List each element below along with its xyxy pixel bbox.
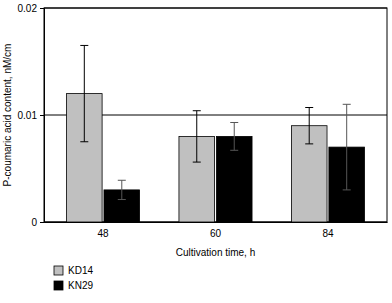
tick-label: 60	[210, 228, 222, 239]
y-axis: 0 0.01 0.02	[18, 3, 45, 228]
tick-mark	[40, 222, 44, 223]
error-bar	[230, 122, 238, 150]
error-bar	[193, 111, 201, 162]
tick: 0.01	[18, 110, 44, 121]
legend-label: KD14	[68, 265, 93, 276]
chart: 0 0.01 0.02 48 60 84 Cultivation time, h P-coum…	[0, 0, 392, 303]
tick: 84	[322, 222, 334, 239]
tick: 0.02	[18, 3, 44, 14]
plot-frame	[44, 8, 387, 222]
tick-mark	[40, 115, 44, 116]
tick-mark	[40, 8, 44, 9]
tick-label: 84	[322, 228, 334, 239]
legend-swatch	[54, 266, 63, 275]
y-axis-line	[40, 9, 45, 223]
error-bar	[80, 45, 88, 141]
tick-label: 48	[97, 228, 109, 239]
legend: KD14 KN29	[54, 265, 93, 291]
legend-item: KD14	[54, 265, 93, 276]
series	[66, 45, 327, 222]
tick-label: 0.01	[18, 110, 38, 121]
error-bar	[305, 108, 313, 144]
y-axis-title: P-coumaric acid content, nM/cm	[2, 44, 13, 187]
tick-label: 0.02	[18, 3, 38, 14]
x-axis: 48 60 84	[45, 222, 388, 239]
series	[104, 104, 365, 222]
x-axis-line	[45, 222, 388, 223]
x-axis-title: Cultivation time, h	[176, 247, 255, 258]
tick: 0	[31, 217, 44, 228]
error-bar	[118, 180, 126, 199]
marks	[66, 45, 364, 222]
tick-label: 0	[31, 217, 37, 228]
tick: 60	[210, 222, 222, 239]
legend-label: KN29	[68, 280, 93, 291]
grid	[44, 8, 387, 222]
error-bar	[343, 104, 351, 190]
legend-item: KN29	[54, 280, 93, 291]
legend-swatch	[54, 281, 63, 290]
plot: 0 0.01 0.02 48 60 84	[18, 3, 388, 239]
tick: 48	[97, 222, 109, 239]
